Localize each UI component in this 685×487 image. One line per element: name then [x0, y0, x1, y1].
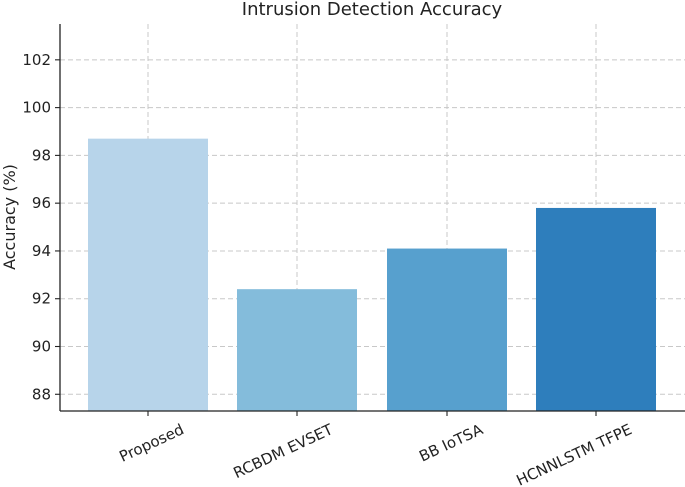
- y-tick-label: 92: [32, 290, 51, 308]
- bar-rcbdm-evset: [237, 289, 357, 411]
- y-axis-label: Accuracy (%): [0, 164, 19, 270]
- x-tick-label: Proposed: [116, 420, 186, 466]
- bar-bb-iotsa: [387, 248, 507, 411]
- bar-proposed: [88, 138, 208, 411]
- y-tick-label: 98: [32, 146, 51, 164]
- y-tick-label: 90: [32, 338, 51, 356]
- chart-title: Intrusion Detection Accuracy: [242, 0, 503, 20]
- x-tick-label: HCNNLSTM TFPE: [514, 420, 635, 487]
- y-tick-label: 100: [22, 99, 51, 117]
- bar-hcnnlstm-tfpe: [536, 207, 656, 411]
- x-tick-label: BB IoTSA: [416, 420, 486, 465]
- y-tick-label: 96: [32, 194, 51, 212]
- y-tick-label: 102: [22, 51, 51, 69]
- y-tick-label: 88: [32, 385, 51, 403]
- bars: [88, 138, 656, 411]
- y-tick-label: 94: [32, 242, 51, 260]
- x-tick-label: RCBDM EVSET: [231, 420, 337, 482]
